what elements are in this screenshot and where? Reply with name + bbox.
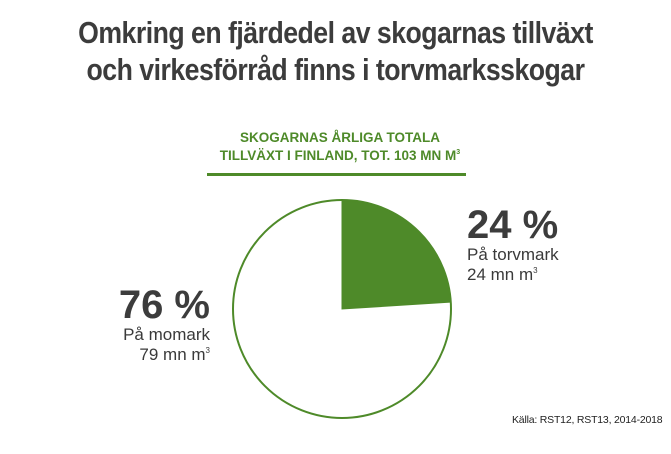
- volume-momark: 79 mn m3: [139, 345, 210, 364]
- chart-title-line-1: Omkring en fjärdedel av skogarnas tillvä…: [78, 15, 593, 50]
- label-torvmark: 24 % På torvmark 24 mn m3: [467, 205, 559, 285]
- percent-momark: 76 %: [118, 283, 210, 327]
- name-torvmark: På torvmark: [467, 245, 559, 264]
- name-momark: På momark: [123, 325, 210, 344]
- volume-torvmark: 24 mn m3: [467, 265, 538, 284]
- chart-title: Omkring en fjärdedel av skogarnas tillvä…: [0, 14, 671, 88]
- superscript-3: 3: [205, 346, 210, 355]
- chart-title-line-2: och virkesförråd finns i torvmarksskogar: [86, 52, 585, 87]
- percent-torvmark: 24 %: [467, 203, 559, 247]
- subtitle-underline: [207, 173, 466, 176]
- chart-subtitle-line-2: TILLVÄXT I FINLAND, TOT. 103 MN M3: [219, 148, 461, 163]
- superscript-3: 3: [533, 266, 538, 275]
- superscript-3: 3: [456, 149, 461, 156]
- chart-subtitle-line-1: SKOGARNAS ÅRLIGA TOTALA: [240, 130, 440, 145]
- label-momark: 76 % På momark 79 mn m3: [119, 285, 210, 365]
- source-note: Källa: RST12, RST13, 2014-2018: [512, 414, 663, 426]
- pie-slice-torvmark: [341, 200, 451, 310]
- chart-subtitle: SKOGARNAS ÅRLIGA TOTALA TILLVÄXT I FINLA…: [190, 129, 490, 165]
